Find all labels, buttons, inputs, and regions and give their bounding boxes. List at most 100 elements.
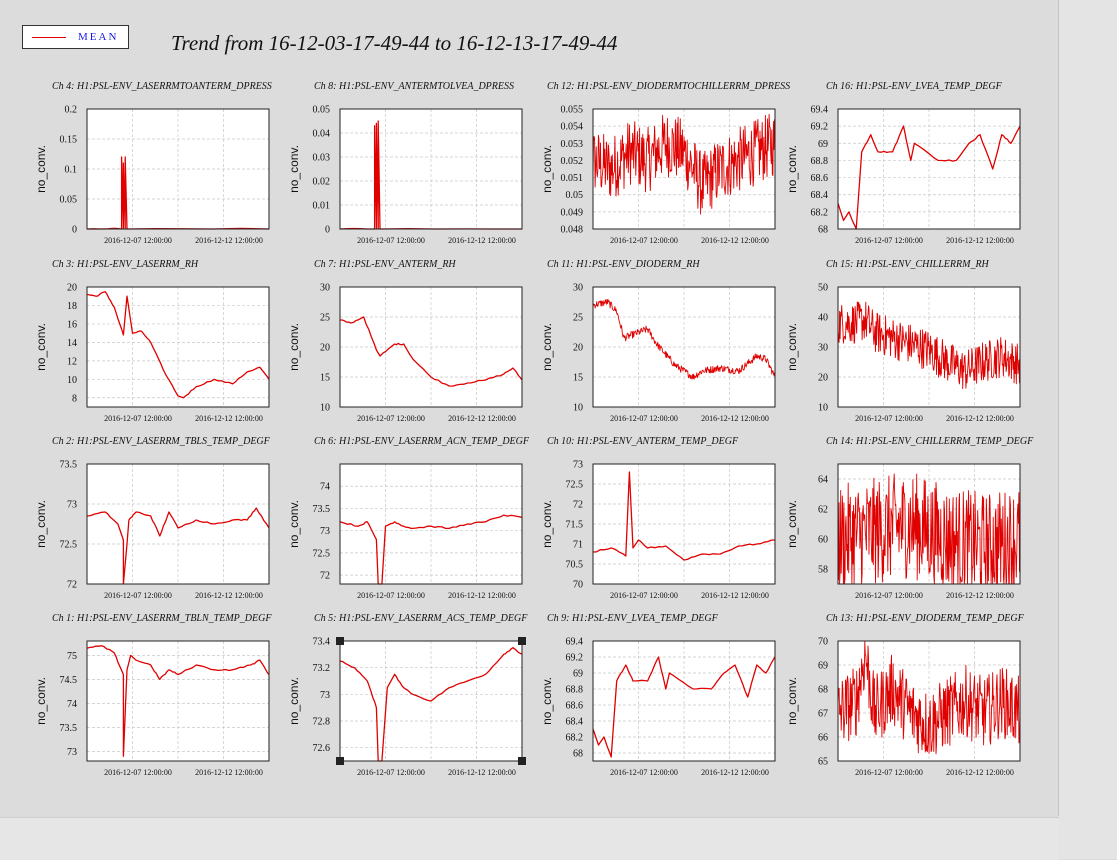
chart-panel: Ch 10: H1:PSL-ENV_ANTERM_TEMP_DEGF 70 70.5…: [540, 436, 776, 600]
chart-title: Ch 7: H1:PSL-ENV_ANTERM_RH: [314, 259, 456, 270]
plot-frame: [837, 286, 1021, 408]
chart-panel: Ch 4: H1:PSL-ENV_LASERRMTOANTERM_DPRESS 0…: [34, 81, 272, 245]
chart-title: Ch 13: H1:PSL-ENV_DIODERM_TEMP_DEGF: [826, 613, 1025, 624]
y-tick-label: 73: [67, 747, 77, 758]
series-line: [592, 113, 776, 215]
y-tick-label: 20: [67, 283, 77, 294]
chart-title: Ch 1: H1:PSL-ENV_LASERRM_TBLN_TEMP_DEGF: [52, 613, 272, 624]
x-tick-label: 2016-12-12 12:00:00: [195, 768, 263, 777]
chart-panel: Ch 12: H1:PSL-ENV_DIODERMTOCHILLERRM_DPR…: [540, 81, 790, 245]
plot-frame: [837, 108, 1021, 230]
chart-title: Ch 15: H1:PSL-ENV_CHILLERRM_RH: [826, 259, 990, 270]
y-tick-label: 69: [818, 661, 828, 672]
y-tick-label: 68: [818, 685, 828, 696]
series-line: [86, 290, 270, 399]
y-tick-label: 15: [320, 373, 330, 384]
series-line: [339, 647, 523, 762]
plot-frame: [592, 463, 776, 585]
plot-frame: [339, 108, 523, 230]
bottom-strip: [0, 817, 1059, 860]
series-line: [837, 640, 1021, 755]
plot-frame: [86, 640, 270, 762]
x-tick-label: 2016-12-07 12:00:00: [104, 768, 172, 777]
y-axis-label: no_conv.: [540, 323, 554, 371]
x-tick-label: 2016-12-12 12:00:00: [195, 236, 263, 245]
chart-title: Ch 10: H1:PSL-ENV_ANTERM_TEMP_DEGF: [547, 436, 739, 447]
plot-frame: [339, 640, 523, 762]
y-tick-label: 71: [573, 540, 583, 551]
y-tick-label: 50: [818, 283, 828, 294]
y-tick-label: 73: [320, 690, 330, 701]
x-tick-label: 2016-12-12 12:00:00: [946, 591, 1014, 600]
chart-title: Ch 11: H1:PSL-ENV_DIODERM_RH: [547, 259, 700, 270]
x-tick-label: 2016-12-07 12:00:00: [104, 236, 172, 245]
y-axis-label: no_conv.: [287, 323, 301, 371]
x-tick-label: 2016-12-07 12:00:00: [855, 414, 923, 423]
selection-handle: [336, 757, 344, 765]
y-tick-label: 69.2: [811, 122, 829, 133]
right-gutter: [1059, 0, 1117, 859]
y-tick-label: 18: [67, 301, 77, 312]
y-tick-label: 12: [67, 356, 77, 367]
y-axis-label: no_conv.: [34, 323, 48, 371]
selection-handle: [518, 757, 526, 765]
chart-panel: Ch 14: H1:PSL-ENV_CHILLERRM_TEMP_DEGF 58 6…: [785, 436, 1034, 600]
y-tick-label: 0.05: [313, 105, 331, 116]
chart-panel: Ch 15: H1:PSL-ENV_CHILLERRM_RH 10 20 30 40 50…: [785, 259, 1021, 423]
y-tick-label: 0.15: [60, 135, 78, 146]
y-axis-label: no_conv.: [34, 677, 48, 725]
x-tick-label: 2016-12-12 12:00:00: [448, 414, 516, 423]
y-tick-label: 72.6: [313, 743, 331, 754]
y-tick-label: 68.8: [566, 685, 584, 696]
y-axis-label: no_conv.: [785, 323, 799, 371]
plot-frame: [592, 108, 776, 230]
x-tick-label: 2016-12-12 12:00:00: [701, 414, 769, 423]
y-tick-label: 0.04: [313, 129, 331, 140]
y-tick-label: 0: [325, 225, 330, 236]
y-tick-label: 72.5: [60, 540, 78, 551]
x-tick-label: 2016-12-12 12:00:00: [448, 591, 516, 600]
chart-title: Ch 4: H1:PSL-ENV_LASERRMTOANTERM_DPRESS: [52, 81, 272, 92]
y-tick-label: 0.1: [65, 165, 78, 176]
plot-frame: [592, 640, 776, 762]
series-line: [340, 316, 523, 387]
y-tick-label: 30: [818, 343, 828, 354]
y-tick-label: 0.03: [313, 153, 331, 164]
y-tick-label: 73: [67, 500, 77, 511]
plot-frame: [339, 286, 523, 408]
series-line: [339, 514, 523, 585]
y-tick-label: 68.2: [811, 207, 829, 218]
y-tick-label: 69.2: [566, 653, 584, 664]
y-tick-label: 0.052: [561, 156, 584, 167]
chart-title: Ch 14: H1:PSL-ENV_CHILLERRM_TEMP_DEGF: [826, 436, 1034, 447]
y-tick-label: 14: [67, 338, 77, 349]
y-tick-label: 69.4: [566, 637, 584, 648]
series-line: [837, 473, 1021, 585]
selection-handle: [336, 637, 344, 645]
x-tick-label: 2016-12-07 12:00:00: [610, 591, 678, 600]
y-tick-label: 73.4: [313, 637, 331, 648]
y-tick-label: 73.2: [313, 663, 331, 674]
y-tick-label: 68.6: [566, 701, 584, 712]
y-tick-label: 68: [818, 225, 828, 236]
y-axis-label: no_conv.: [540, 145, 554, 193]
x-tick-label: 2016-12-12 12:00:00: [701, 591, 769, 600]
y-axis-label: no_conv.: [34, 145, 48, 193]
y-tick-label: 68.4: [811, 190, 829, 201]
plot-frame: [592, 286, 776, 408]
series-line: [86, 507, 270, 585]
y-tick-label: 10: [573, 403, 583, 414]
y-tick-label: 30: [573, 283, 583, 294]
y-tick-label: 0.01: [313, 201, 331, 212]
y-tick-label: 0.051: [561, 173, 584, 184]
x-tick-label: 2016-12-07 12:00:00: [855, 591, 923, 600]
y-tick-label: 20: [320, 343, 330, 354]
y-tick-label: 72.5: [313, 548, 331, 559]
x-tick-label: 2016-12-07 12:00:00: [610, 768, 678, 777]
y-tick-label: 25: [320, 313, 330, 324]
x-tick-label: 2016-12-07 12:00:00: [855, 236, 923, 245]
chart-title: Ch 2: H1:PSL-ENV_LASERRM_TBLS_TEMP_DEGF: [52, 436, 271, 447]
chart-panel: Ch 16: H1:PSL-ENV_LVEA_TEMP_DEGF 68 68.2 68…: [785, 81, 1021, 245]
series-line: [86, 645, 270, 757]
